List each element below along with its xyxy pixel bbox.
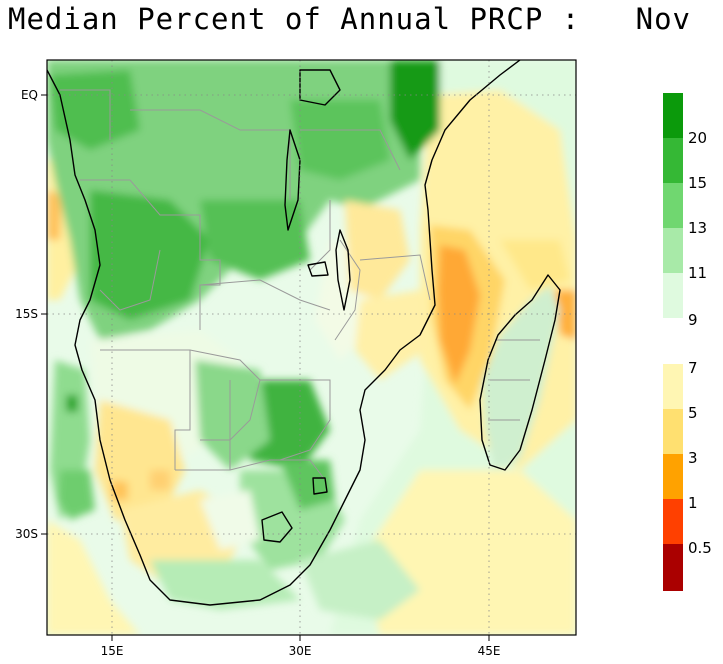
border-zimbabwe	[260, 379, 331, 461]
cape-green	[150, 560, 300, 610]
border-malawi	[334, 239, 361, 341]
colorbar-label-5: 5	[688, 404, 698, 422]
border-mozambique-north	[359, 254, 431, 301]
swaziland-outline	[312, 477, 328, 495]
grid-lines	[47, 60, 576, 635]
sw-coast-green	[58, 470, 95, 520]
ocean-yellow-ne	[500, 240, 570, 290]
ocean-west-orange	[47, 190, 62, 240]
country-borders	[60, 89, 540, 481]
east-africa-deep-green	[390, 60, 440, 160]
border-south-africa	[175, 459, 326, 481]
mozambique-yellow	[345, 200, 410, 300]
border-tanzania	[300, 129, 401, 171]
lat-label-eq: EQ	[21, 88, 38, 102]
colorbar: 20 15 13 11 9 7 5 3 1 0.5	[663, 93, 712, 591]
colorbar-swatch-upper-3	[663, 183, 683, 228]
colorbar-label-9: 9	[688, 311, 698, 329]
border-drc-north	[130, 109, 291, 200]
mozambique-coast-yellow	[355, 290, 425, 380]
tanzania-green	[290, 100, 390, 180]
colorbar-label-0-5: 0.5	[688, 539, 712, 557]
colorbar-swatch-lower-2	[663, 409, 683, 454]
precip-field	[47, 60, 576, 635]
lat-label-15s: 15S	[15, 307, 38, 321]
congo-deep-green	[90, 190, 210, 320]
colorbar-label-13: 13	[688, 219, 707, 237]
colorbar-swatch-upper-2	[663, 138, 683, 183]
lat-label-30s: 30S	[15, 527, 38, 541]
colorbar-swatch-lower-4	[663, 499, 683, 544]
border-gabon	[60, 89, 111, 140]
lon-label-30e: 30E	[289, 644, 312, 658]
border-zambia	[199, 279, 331, 311]
map-title: Median Percent of Annual PRCP : Nov	[8, 2, 692, 36]
colorbar-label-11: 11	[688, 264, 707, 282]
border-botswana	[189, 349, 261, 441]
colorbar-label-7: 7	[688, 359, 698, 377]
colorbar-swatch-lower-1	[663, 364, 683, 409]
west-coast-green-spot	[66, 395, 78, 412]
border-namibia	[100, 349, 191, 470]
border-inner-angola	[99, 249, 161, 311]
ocean-orange-core	[438, 245, 480, 385]
lake-malawi	[335, 229, 351, 311]
africa-coastline	[47, 60, 521, 606]
border-angola	[80, 179, 221, 330]
zambia-green	[200, 200, 310, 280]
namibia-orange-2	[150, 470, 170, 490]
colorbar-swatch-upper-5	[663, 273, 683, 318]
colorbar-label-1: 1	[688, 494, 698, 512]
colorbar-swatch-upper-4	[663, 228, 683, 273]
colorbar-swatch-lower-5	[663, 544, 683, 591]
southern-ocean-green	[300, 540, 420, 620]
axis-ticks	[41, 94, 490, 641]
botswana-green	[195, 360, 270, 470]
colorbar-label-15: 15	[688, 174, 707, 192]
map-plot-area	[47, 60, 576, 635]
border-madagascar-regions	[488, 339, 540, 421]
colorbar-label-20: 20	[688, 129, 707, 147]
lon-label-45e: 45E	[478, 644, 501, 658]
axis-labels: 15E 30E 45E EQ 15S 30S	[15, 88, 500, 658]
colorbar-swatch-lower-3	[663, 454, 683, 499]
ocean-sw-pale	[47, 520, 140, 635]
ocean-orange-east	[555, 290, 576, 340]
south-africa-pale	[200, 490, 260, 550]
map-frame	[46, 59, 577, 636]
lake-bangweulu	[307, 261, 329, 277]
colorbar-label-3: 3	[688, 449, 698, 467]
madagascar-coastline	[479, 274, 561, 471]
kwazulu-green	[280, 460, 335, 510]
colorbar-swatch-upper-1	[663, 93, 683, 138]
lon-label-15e: 15E	[101, 644, 124, 658]
madagascar-field	[482, 285, 560, 470]
lesotho-outline	[261, 511, 293, 543]
